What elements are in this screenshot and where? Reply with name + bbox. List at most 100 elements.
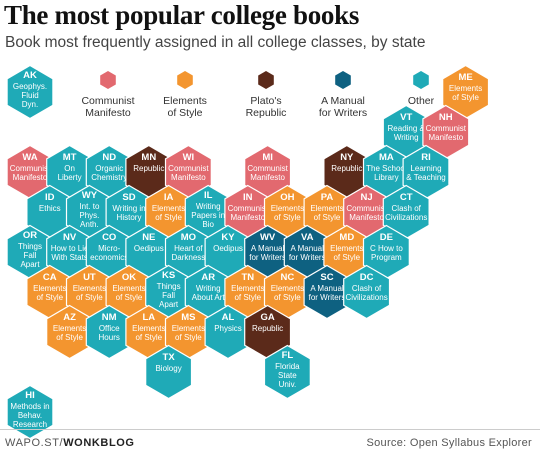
state-book-label: of Style	[116, 293, 143, 302]
state-book-label: Manifesto	[171, 173, 206, 182]
state-book-label: Elements	[53, 324, 86, 333]
state-abbr: WY	[82, 190, 98, 201]
subtitle: Book most frequently assigned in all col…	[5, 34, 426, 51]
state-book-label: The School	[366, 164, 407, 173]
state-book-label: Communist	[10, 164, 51, 173]
state-abbr: ID	[45, 192, 55, 203]
state-book-label: Univ.	[279, 380, 297, 389]
state-book-label: Bio	[202, 220, 214, 229]
state-book-label: Int. to	[79, 202, 100, 211]
state-book-label: Clash of	[392, 204, 422, 213]
state-abbr: MD	[339, 232, 354, 243]
state-abbr: OR	[23, 230, 37, 241]
state-book-label: of Style	[175, 333, 202, 342]
state-book-label: Behav.	[18, 411, 42, 420]
state-book-label: of Style	[274, 213, 301, 222]
state-book-label: Elements	[271, 204, 304, 213]
state-book-label: Communist	[247, 164, 288, 173]
state-book-label: A Manual	[310, 284, 344, 293]
state-book-label: Heart of	[174, 244, 203, 253]
state-book-label: Communist	[346, 204, 387, 213]
state-abbr: PA	[321, 192, 334, 203]
state-book-label: Elements	[231, 284, 264, 293]
credit: WAPO.ST/WONKBLOG	[5, 437, 135, 449]
state-abbr: NE	[142, 232, 155, 243]
legend-label-elements: of Style	[167, 107, 202, 119]
hex-shape	[145, 344, 193, 400]
state-book-label: Apart	[20, 260, 40, 269]
state-book-label: Communist	[228, 204, 269, 213]
state-abbr: SC	[320, 272, 333, 283]
state-book-label: economics	[90, 253, 128, 262]
state-abbr: NV	[63, 232, 77, 243]
state-book-label: of Style	[274, 293, 301, 302]
state-book-label: Apart	[159, 300, 179, 309]
state-abbr: KY	[221, 232, 235, 243]
state-book-label: of Style	[314, 213, 341, 222]
state-book-label: Things	[18, 242, 42, 251]
state-book-label: Elements	[330, 244, 363, 253]
state-book-label: C How to	[370, 244, 403, 253]
legend-swatch-other	[413, 71, 429, 89]
state-book-label: Writing	[196, 202, 221, 211]
state-abbr: NM	[102, 312, 117, 323]
state-book-label: Fall	[162, 291, 175, 300]
state-book-label: Elements	[33, 284, 66, 293]
state-abbr: MI	[262, 152, 273, 163]
state-book-label: Elements	[172, 324, 205, 333]
state-book-label: Republic	[133, 164, 164, 173]
state-abbr: MN	[141, 152, 156, 163]
state-book-label: of Style	[135, 333, 162, 342]
legend-label-elements: Elements	[163, 95, 207, 107]
state-book-label: Elements	[132, 324, 165, 333]
state-book-label: Micro-	[98, 244, 121, 253]
hex-shape	[263, 344, 311, 400]
legend-label-manual: A Manual	[321, 95, 365, 107]
state-book-label: Communist	[426, 124, 467, 133]
legend-label-communist: Manifesto	[85, 107, 131, 119]
state-abbr: MS	[181, 312, 195, 323]
state-book-label: Republic	[252, 324, 283, 333]
state-book-label: Manifesto	[230, 213, 265, 222]
state-book-label: Communist	[168, 164, 209, 173]
state-book-label: Organic	[95, 164, 123, 173]
state-abbr: KS	[162, 270, 175, 281]
state-book-label: Clash of	[352, 284, 382, 293]
state-book-label: State	[278, 371, 297, 380]
source-note: Source: Open Syllabus Explorer	[366, 437, 532, 449]
state-book-label: of Style	[56, 333, 83, 342]
state-book-label: Geophys.	[13, 82, 47, 91]
legend-swatch-manual	[335, 71, 351, 89]
state-book-label: Ethics	[39, 204, 61, 213]
state-book-label: Florida	[275, 362, 300, 371]
state-abbr: NJ	[361, 192, 373, 203]
hex-shape	[6, 384, 54, 440]
state-book-label: About Art	[192, 293, 226, 302]
state-abbr: RI	[421, 152, 431, 163]
state-book-label: Elements	[310, 204, 343, 213]
legend-swatch-elements	[177, 71, 193, 89]
state-book-label: Biology	[155, 364, 181, 373]
legend-label-other: Other	[408, 95, 435, 107]
state-abbr: TX	[163, 352, 176, 363]
state-book-label: Physics	[214, 324, 242, 333]
state-abbr: MO	[181, 232, 196, 243]
state-book-label: History	[117, 213, 142, 222]
